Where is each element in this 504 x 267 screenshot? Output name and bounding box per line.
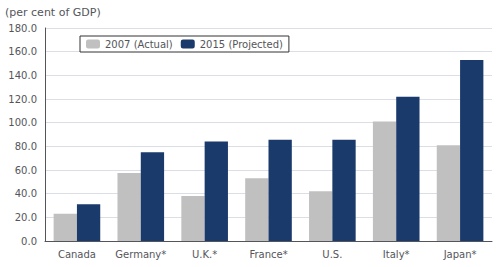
svg-text:100.0: 100.0	[8, 117, 37, 128]
svg-text:2007 (Actual): 2007 (Actual)	[105, 39, 173, 50]
svg-text:160.0: 160.0	[8, 46, 37, 57]
svg-text:80.0: 80.0	[15, 141, 37, 152]
svg-text:180.0: 180.0	[8, 23, 37, 34]
svg-text:France*: France*	[249, 249, 287, 260]
svg-text:140.0: 140.0	[8, 70, 37, 81]
svg-text:120.0: 120.0	[8, 94, 37, 105]
svg-text:60.0: 60.0	[15, 165, 37, 176]
svg-text:U.S.: U.S.	[322, 249, 342, 260]
svg-text:Canada: Canada	[58, 249, 96, 260]
svg-text:Italy*: Italy*	[383, 249, 410, 260]
svg-text:Germany*: Germany*	[115, 249, 166, 260]
svg-text:(per cent of GDP): (per cent of GDP)	[5, 6, 101, 19]
svg-text:20.0: 20.0	[15, 212, 37, 223]
svg-text:40.0: 40.0	[15, 188, 37, 199]
svg-text:Japan*: Japan*	[443, 249, 477, 260]
svg-text:0.0: 0.0	[21, 236, 37, 247]
svg-text:U.K.*: U.K.*	[192, 249, 217, 260]
svg-text:2015 (Projected): 2015 (Projected)	[200, 39, 283, 50]
